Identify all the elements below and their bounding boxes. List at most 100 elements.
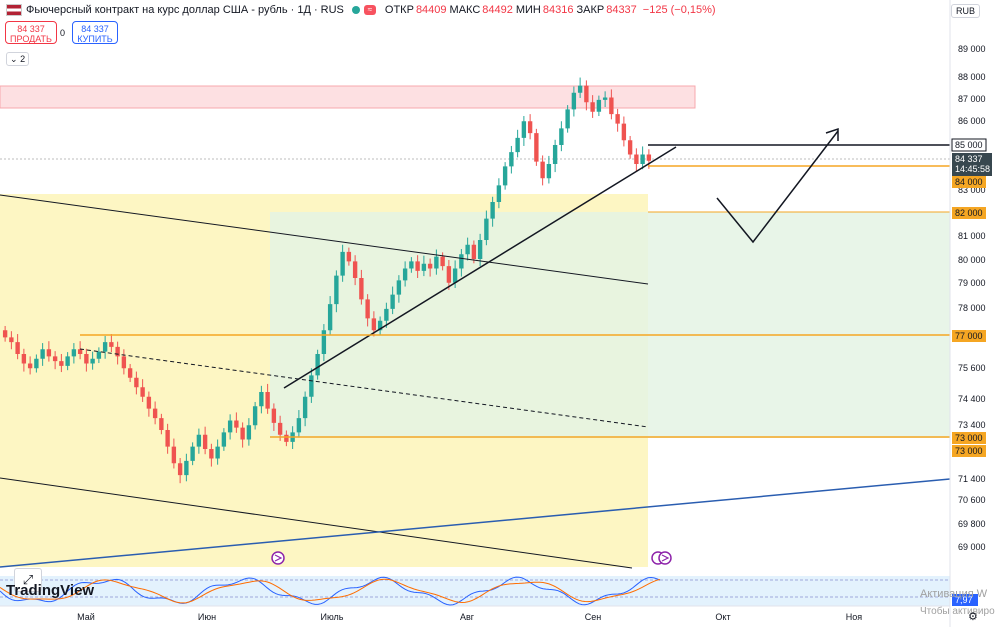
level-label: 73 000 bbox=[955, 433, 983, 443]
level-label-box bbox=[952, 432, 986, 444]
y-tick-label: 83 000 bbox=[958, 185, 986, 195]
candle-body bbox=[102, 342, 108, 352]
uptrend-line bbox=[283, 146, 677, 389]
candle-body bbox=[234, 420, 239, 428]
buy-button[interactable]: 84 337 КУПИТЬ bbox=[72, 21, 118, 44]
candle-body bbox=[252, 406, 258, 426]
candle-body bbox=[371, 318, 377, 331]
candle-body bbox=[340, 251, 345, 276]
candle-body bbox=[309, 375, 314, 397]
candle-body bbox=[196, 434, 202, 447]
candle-body bbox=[615, 114, 620, 124]
y-tick-label: 74 400 bbox=[958, 394, 986, 404]
indicators-toggle[interactable]: ⌄ 2 bbox=[6, 52, 30, 66]
candle-body bbox=[434, 256, 439, 269]
candle-body bbox=[152, 408, 158, 419]
candle-body bbox=[15, 342, 20, 354]
draw-tool-icon[interactable]: ⤢ bbox=[14, 568, 42, 592]
candle-body bbox=[65, 356, 70, 366]
candle-body bbox=[177, 463, 183, 476]
candle-body bbox=[296, 418, 302, 433]
y-tick-label: 78 000 bbox=[958, 303, 986, 313]
candle-body bbox=[396, 280, 402, 295]
candle-body bbox=[109, 342, 114, 347]
candle-body bbox=[609, 97, 614, 115]
level-label-box bbox=[952, 330, 986, 342]
candle-body bbox=[590, 102, 595, 112]
level-label: 84 000 bbox=[955, 177, 983, 187]
candle-body bbox=[96, 351, 102, 359]
candle-body bbox=[215, 446, 220, 459]
candle-body bbox=[202, 434, 208, 449]
candle-body bbox=[477, 240, 483, 259]
candle-body bbox=[565, 109, 570, 129]
oscillator-d-line bbox=[0, 578, 661, 604]
candle-body bbox=[27, 363, 33, 369]
candle-body bbox=[277, 422, 283, 435]
activation-notice: Активация W bbox=[920, 588, 988, 600]
gear-icon[interactable]: ⚙ bbox=[968, 611, 978, 623]
x-tick-label: Авг bbox=[460, 612, 475, 622]
candle-body bbox=[540, 161, 545, 179]
candle-body bbox=[90, 358, 95, 364]
y-tick-label: 89 000 bbox=[958, 44, 986, 54]
x-tick-label: Окт bbox=[715, 612, 730, 622]
x-tick-label: Июн bbox=[198, 612, 216, 622]
x-tick-label: Май bbox=[77, 612, 95, 622]
candle-body bbox=[34, 358, 39, 369]
candle-body bbox=[246, 425, 252, 440]
high-label: МАКС bbox=[449, 4, 481, 16]
level-label-box bbox=[952, 445, 986, 457]
level-label-box bbox=[952, 207, 986, 219]
currency-selector[interactable]: RUB bbox=[951, 4, 981, 18]
y-tick-label: 75 600 bbox=[958, 363, 986, 373]
event-marker-icon[interactable] bbox=[651, 551, 672, 565]
level-label: 77 000 bbox=[955, 331, 983, 341]
market-open-icon bbox=[351, 6, 360, 14]
candle-body bbox=[284, 434, 289, 442]
x-axis[interactable]: Май Июн Июль Авг Сен Окт Ноя bbox=[77, 612, 862, 622]
symbol-title[interactable]: Фьючерсный контракт на курс доллар США -… bbox=[26, 4, 344, 16]
candle-body bbox=[646, 154, 652, 161]
level-label: 85 000 bbox=[955, 140, 983, 150]
candle-body bbox=[490, 202, 495, 219]
candle-body bbox=[421, 263, 427, 271]
candle-body bbox=[384, 308, 389, 321]
candle-body bbox=[640, 154, 645, 164]
y-tick-label: 88 000 bbox=[958, 72, 986, 82]
candle-body bbox=[127, 368, 133, 378]
highlighted-level-labels: 85 000 84 000 82 000 77 000 73 000 73 000 bbox=[951, 138, 987, 457]
buy-price: 84 337 bbox=[81, 24, 109, 34]
change-value: −125 (−0,15%) bbox=[642, 4, 716, 16]
candles bbox=[2, 77, 652, 484]
candle-body bbox=[465, 244, 470, 255]
candle-body bbox=[496, 185, 502, 202]
candle-body bbox=[71, 349, 77, 357]
x-tick-label: Ноя bbox=[846, 612, 863, 622]
candle-body bbox=[377, 320, 383, 331]
candle-body bbox=[59, 361, 64, 366]
y-tick-label: 70 600 bbox=[958, 495, 986, 505]
candle-body bbox=[515, 137, 520, 153]
event-marker-icon[interactable] bbox=[271, 551, 285, 565]
candle-body bbox=[427, 263, 433, 269]
candle-body bbox=[259, 392, 264, 407]
low-value: 84316 bbox=[542, 4, 574, 16]
candle-body bbox=[471, 244, 477, 259]
candle-body bbox=[402, 268, 408, 281]
candle-body bbox=[627, 140, 633, 155]
candle-body bbox=[552, 145, 558, 164]
level-label: 73 000 bbox=[955, 446, 983, 456]
candle-body bbox=[521, 121, 527, 138]
candle-body bbox=[415, 261, 420, 271]
sell-button[interactable]: 84 337 ПРОДАТЬ bbox=[5, 21, 57, 44]
candle-body bbox=[584, 85, 589, 103]
y-tick-label: 79 000 bbox=[958, 278, 986, 288]
candle-body bbox=[484, 218, 489, 240]
candle-body bbox=[634, 154, 639, 164]
green-zone bbox=[270, 212, 950, 438]
candle-body bbox=[621, 123, 627, 141]
candle-body bbox=[190, 446, 195, 461]
